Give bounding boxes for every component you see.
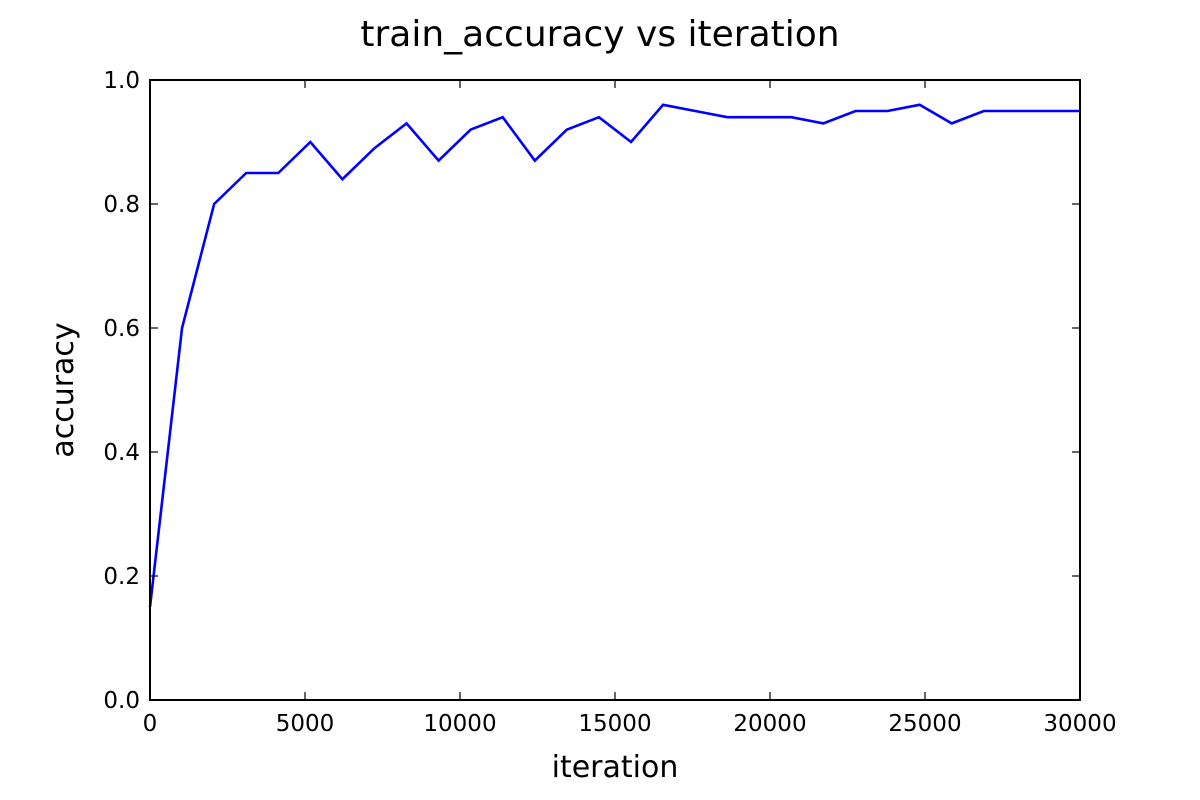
- y-axis-label: accuracy: [46, 322, 81, 457]
- x-tick-label: 30000: [1043, 711, 1116, 737]
- y-tick-label: 0.6: [103, 316, 140, 342]
- y-tick-label: 0.2: [103, 564, 140, 590]
- x-axis-label: iteration: [552, 750, 679, 785]
- x-tick-label: 15000: [578, 711, 651, 737]
- axes-frame: [149, 79, 1081, 701]
- y-tick-label: 0.4: [103, 440, 140, 466]
- y-tick-label: 0.8: [103, 192, 140, 218]
- y-tick-label: 0.0: [103, 688, 140, 714]
- y-tick-label: 1.0: [103, 68, 140, 94]
- series-line-0: [148, 103, 1080, 608]
- x-tick-label: 10000: [423, 711, 496, 737]
- chart-title: train_accuracy vs iteration: [360, 14, 839, 55]
- x-tick-label: 5000: [276, 711, 335, 737]
- x-tick-label: 20000: [733, 711, 806, 737]
- x-tick-label: 0: [143, 711, 158, 737]
- plot-area: 0 5000 10000 15000 20000 25000 30000 0.0 0.2 0.4 0…: [103, 68, 1116, 737]
- x-tick-label: 25000: [888, 711, 961, 737]
